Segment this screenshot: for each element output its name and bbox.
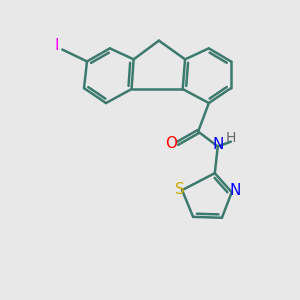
Text: I: I [55, 38, 59, 53]
Text: N: N [213, 136, 224, 152]
Text: H: H [226, 131, 236, 145]
Text: S: S [175, 182, 184, 197]
Text: O: O [165, 136, 177, 151]
Text: N: N [230, 183, 241, 198]
